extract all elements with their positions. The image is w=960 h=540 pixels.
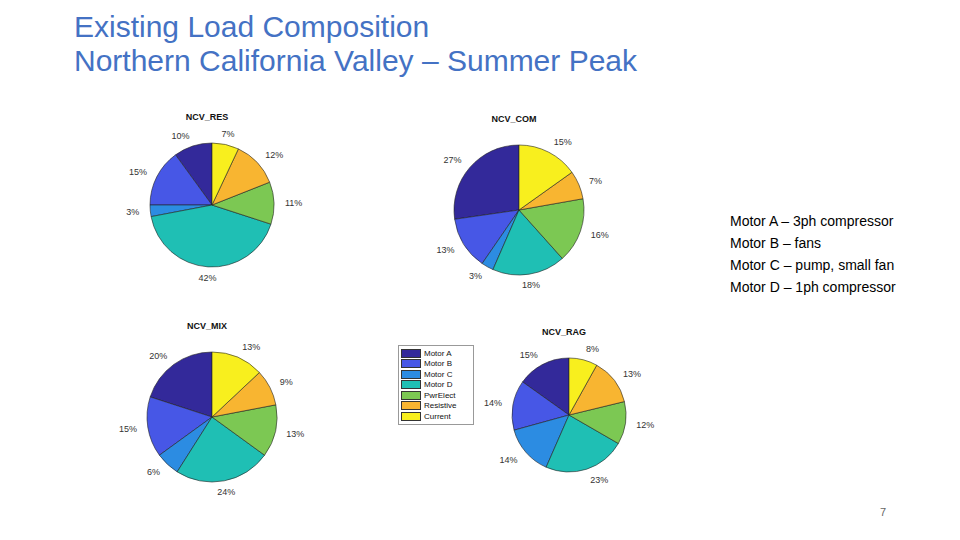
html-text:Motor C: Motor C xyxy=(424,369,453,379)
html-text:Existing Load Composition: Existing Load Composition xyxy=(74,10,430,43)
svg-text:8%: 8% xyxy=(586,344,599,354)
svg-text:6%: 6% xyxy=(147,467,160,477)
html-text:Resistive: Resistive xyxy=(424,401,457,411)
html-text:Motor B – fans: Motor B – fans xyxy=(730,235,821,251)
html-text:NCV_COM: NCV_COM xyxy=(491,114,537,124)
svg-text:7%: 7% xyxy=(589,176,602,186)
svg-text:18%: 18% xyxy=(522,280,540,290)
html-text:Motor B: Motor B xyxy=(424,359,452,369)
html-text:NCV_RES: NCV_RES xyxy=(185,112,229,122)
svg-text:10%: 10% xyxy=(171,131,189,141)
html-text:Motor A – 3ph compressor: Motor A – 3ph compressor xyxy=(730,213,894,229)
svg-text:13%: 13% xyxy=(436,245,454,255)
svg-text:15%: 15% xyxy=(129,167,147,177)
html-text:PwrElect: PwrElect xyxy=(424,390,456,400)
html-text:7: 7 xyxy=(880,506,887,518)
html-text:Motor D – 1ph compressor: Motor D – 1ph compressor xyxy=(730,279,896,295)
svg-text:11%: 11% xyxy=(285,198,302,208)
svg-text:14%: 14% xyxy=(500,455,518,465)
svg-text:15%: 15% xyxy=(119,424,137,434)
html-text:Current: Current xyxy=(424,411,451,421)
svg-text:13%: 13% xyxy=(623,369,641,379)
html-text:Northern California Valley – S: Northern California Valley – Summer Peak xyxy=(74,44,637,77)
svg-text:15%: 15% xyxy=(554,137,572,147)
html-text:NCV_MIX: NCV_MIX xyxy=(187,321,227,331)
html-text:Motor C – pump, small fan: Motor C – pump, small fan xyxy=(730,257,895,273)
html-text:Motor D: Motor D xyxy=(424,380,453,390)
svg-text:23%: 23% xyxy=(590,475,608,485)
svg-text:12%: 12% xyxy=(265,150,283,160)
html-text:Motor A: Motor A xyxy=(424,348,452,358)
svg-text:12%: 12% xyxy=(636,420,654,430)
svg-text:13%: 13% xyxy=(242,342,260,352)
svg-text:9%: 9% xyxy=(280,377,293,387)
svg-text:3%: 3% xyxy=(469,271,482,281)
svg-text:27%: 27% xyxy=(444,155,462,165)
svg-text:3%: 3% xyxy=(126,207,139,217)
svg-text:13%: 13% xyxy=(286,429,304,439)
svg-text:14%: 14% xyxy=(484,398,502,408)
svg-text:20%: 20% xyxy=(149,351,167,361)
svg-text:42%: 42% xyxy=(198,273,216,283)
svg-text:16%: 16% xyxy=(591,230,609,240)
svg-text:24%: 24% xyxy=(217,487,235,497)
svg-text:7%: 7% xyxy=(221,129,234,139)
html-text:NCV_RAG: NCV_RAG xyxy=(542,327,586,337)
svg-text:15%: 15% xyxy=(520,350,538,360)
